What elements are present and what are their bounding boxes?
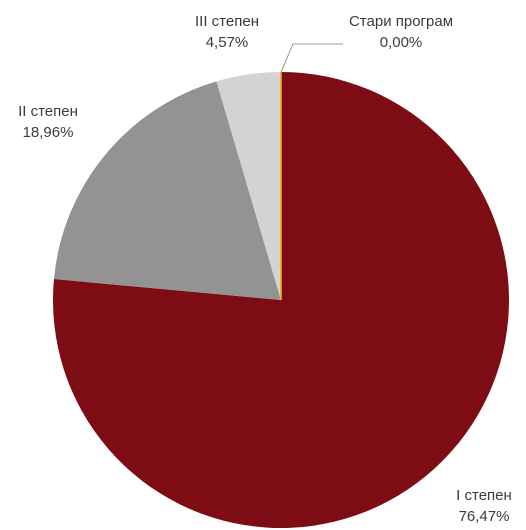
slice-value-label: 76,47% [459,508,510,525]
slice-label-i-степен: I степен 76,47% [456,487,512,525]
slice-value-label: 0,00% [380,34,423,51]
slice-value-label: 4,57% [206,34,249,51]
pie-slice-iii-степен [216,72,281,300]
slice-category-label: III степен [195,13,259,30]
pie-slice-ii-степен [53,81,281,300]
slice-category-label: I степен [456,487,512,504]
leader-lines [280,43,343,73]
leader-line-стари-програм [280,43,343,73]
slice-category-label: II степен [18,103,78,120]
slice-label-iii-степен: III степен 4,57% [195,13,259,51]
slice-labels: I степен 76,47% II степен 18,96% III степен 4… [18,13,512,525]
pie-slices [52,72,509,528]
slice-category-label: Стари програм [349,13,453,30]
slice-label-ii-степен: II степен 18,96% [18,103,78,141]
slice-value-label: 18,96% [23,124,74,141]
slice-label-стари-програм: Стари програм 0,00% [349,13,453,51]
